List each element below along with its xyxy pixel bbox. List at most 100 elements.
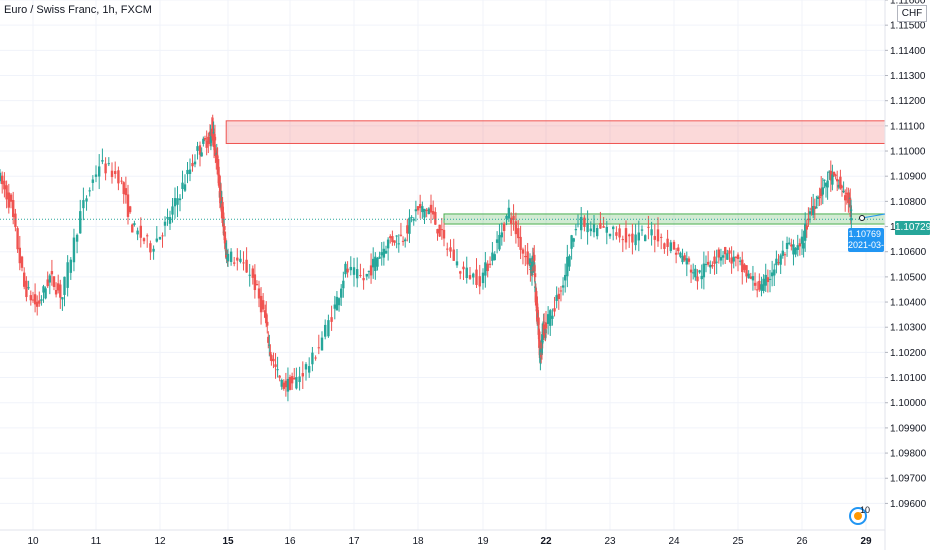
candle-body bbox=[42, 286, 44, 292]
candle-body bbox=[143, 238, 145, 241]
candle-body bbox=[230, 252, 232, 262]
cursor-point-icon[interactable] bbox=[860, 216, 865, 221]
y-tick-label: 1.10600 bbox=[890, 247, 927, 258]
candle-body bbox=[568, 256, 570, 267]
cursor-price: 1.10769 bbox=[848, 229, 881, 240]
candle-body bbox=[692, 272, 694, 273]
candle-body bbox=[767, 277, 769, 282]
candle-body bbox=[707, 262, 709, 265]
candle-body bbox=[701, 276, 703, 279]
candle-body bbox=[654, 236, 656, 240]
candle-body bbox=[40, 299, 42, 300]
candle-body bbox=[417, 206, 419, 210]
candle-body bbox=[19, 248, 21, 263]
candle-body bbox=[498, 235, 500, 249]
candle-body bbox=[517, 228, 519, 238]
candle-body bbox=[809, 211, 811, 214]
candle-body bbox=[724, 247, 726, 254]
candle-body bbox=[1, 176, 3, 184]
x-tick-label: 29 bbox=[860, 536, 872, 547]
badge-count: 10 bbox=[860, 505, 870, 515]
candle-body bbox=[750, 277, 752, 279]
candle-body bbox=[660, 237, 662, 238]
candle-body bbox=[756, 289, 758, 290]
candle-body bbox=[590, 229, 592, 232]
y-tick-label: 1.10800 bbox=[890, 197, 927, 208]
candle-body bbox=[159, 237, 161, 240]
candle-body bbox=[449, 247, 451, 251]
candle-body bbox=[534, 273, 536, 277]
candle-body bbox=[586, 223, 588, 232]
candle-body bbox=[283, 383, 285, 389]
candle-body bbox=[242, 262, 244, 263]
candle-body bbox=[131, 224, 133, 232]
candle-body bbox=[537, 317, 539, 324]
candle-body bbox=[459, 271, 461, 273]
candle-body bbox=[726, 253, 728, 259]
candle-body bbox=[683, 255, 685, 260]
candle-body bbox=[362, 278, 364, 280]
candle-body bbox=[797, 245, 799, 250]
candle-body bbox=[782, 251, 784, 256]
candle-body bbox=[673, 242, 675, 250]
y-tick-label: 1.09600 bbox=[890, 499, 927, 510]
candle-body bbox=[650, 229, 652, 235]
candle-body bbox=[171, 206, 173, 214]
candle-body bbox=[434, 212, 436, 225]
currency-label[interactable]: CHF bbox=[897, 5, 927, 22]
candle-body bbox=[383, 249, 385, 258]
candle-body bbox=[140, 226, 142, 238]
candle-body bbox=[826, 180, 828, 187]
candle-body bbox=[92, 180, 94, 183]
candle-body bbox=[276, 369, 278, 370]
candle-body bbox=[176, 198, 178, 205]
candle-body bbox=[385, 251, 387, 254]
candle-body bbox=[395, 236, 397, 237]
candle-body bbox=[844, 195, 846, 200]
x-tick-label: 17 bbox=[348, 536, 360, 547]
candle-body bbox=[353, 267, 355, 275]
candle-body bbox=[136, 231, 138, 235]
candle-body bbox=[609, 234, 611, 236]
candle-body bbox=[784, 254, 786, 255]
candle-body bbox=[491, 253, 493, 261]
candle-body bbox=[298, 376, 300, 382]
x-tick-label: 26 bbox=[796, 536, 808, 547]
candle-body bbox=[376, 258, 378, 267]
candle-body bbox=[227, 254, 229, 261]
candle-body bbox=[55, 290, 57, 294]
y-tick-label: 1.11000 bbox=[890, 147, 926, 158]
candle-body bbox=[295, 377, 297, 388]
candle-body bbox=[164, 222, 166, 226]
candle-body bbox=[129, 206, 131, 212]
candle-body bbox=[508, 208, 510, 219]
candle-body bbox=[487, 264, 489, 271]
candle-body bbox=[308, 366, 310, 373]
candle-body bbox=[389, 236, 391, 238]
candle-body bbox=[410, 217, 412, 218]
candle-body bbox=[711, 265, 713, 267]
candle-body bbox=[194, 162, 196, 165]
candle-body bbox=[249, 275, 251, 276]
candle-body bbox=[430, 205, 432, 213]
candle-body bbox=[274, 364, 276, 367]
candle-body bbox=[85, 198, 87, 201]
candle-body bbox=[762, 279, 764, 291]
candle-body bbox=[698, 270, 700, 272]
candle-body bbox=[8, 193, 10, 208]
candle-body bbox=[679, 253, 681, 257]
y-tick-label: 1.09900 bbox=[890, 423, 927, 434]
candle-body bbox=[432, 211, 434, 215]
candle-body bbox=[200, 152, 202, 156]
candle-body bbox=[566, 257, 568, 276]
candle-body bbox=[133, 223, 135, 225]
candle-body bbox=[686, 258, 688, 264]
candle-body bbox=[577, 224, 579, 225]
candle-body bbox=[311, 353, 313, 365]
candle-body bbox=[773, 270, 775, 276]
candle-body bbox=[12, 200, 14, 217]
last-price-tag: 1.10729 bbox=[895, 221, 930, 235]
x-tick-label: 24 bbox=[668, 536, 680, 547]
candle-body bbox=[638, 233, 640, 241]
